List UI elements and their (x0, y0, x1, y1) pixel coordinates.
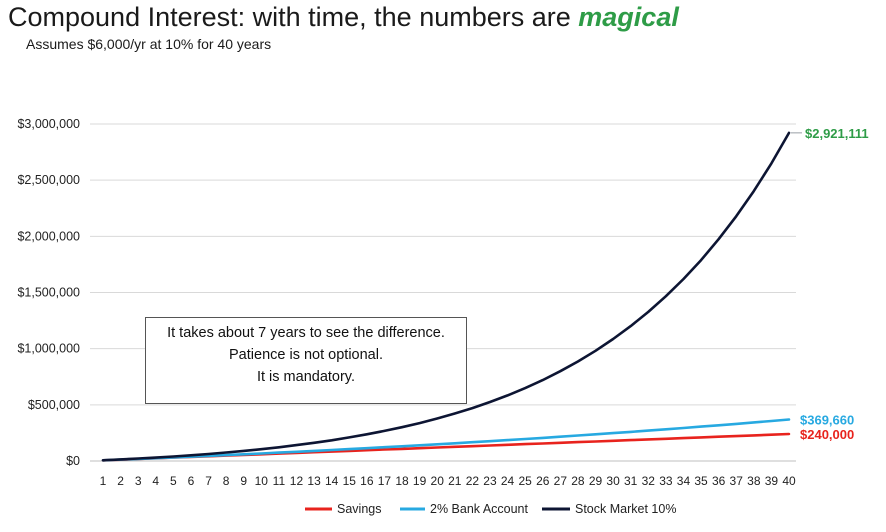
x-tick-label: 28 (571, 474, 585, 488)
annotation-line-3: It is mandatory. (256, 369, 356, 385)
y-tick-label: $2,500,000 (17, 173, 80, 187)
x-tick-label: 30 (606, 474, 620, 488)
x-tick-label: 40 (782, 474, 796, 488)
x-tick-label: 15 (343, 474, 357, 488)
x-tick-label: 16 (360, 474, 374, 488)
x-tick-label: 7 (205, 474, 212, 488)
x-tick-label: 21 (448, 474, 462, 488)
x-tick-label: 32 (642, 474, 656, 488)
x-tick-label: 38 (747, 474, 761, 488)
x-tick-label: 37 (730, 474, 744, 488)
end-value-label: $240,000 (800, 427, 854, 442)
x-tick-label: 2 (117, 474, 124, 488)
end-labels: $2,921,111 $369,660$240,000 (791, 126, 869, 442)
x-tick-label: 10 (255, 474, 269, 488)
x-tick-label: 4 (152, 474, 159, 488)
annotation-line-1: It takes about 7 years to see the differ… (167, 325, 445, 341)
series-line-stock-market-10- (101, 131, 791, 462)
x-tick-label: 24 (501, 474, 515, 488)
y-tick-label: $0 (66, 454, 80, 468)
chart-title-main: Compound Interest: with time, the number… (8, 2, 579, 32)
chart-subtitle: Assumes $6,000/yr at 10% for 40 years (26, 36, 272, 52)
x-tick-label: 35 (694, 474, 708, 488)
x-tick-label: 31 (624, 474, 638, 488)
y-tick-label: $1,500,000 (17, 286, 80, 300)
x-tick-label: 33 (659, 474, 673, 488)
x-tick-label: 25 (518, 474, 532, 488)
y-tick-label: $500,000 (28, 398, 80, 412)
x-tick-label: 6 (188, 474, 195, 488)
x-tick-label: 11 (273, 474, 286, 488)
chart-title: Compound Interest: with time, the number… (8, 2, 679, 33)
x-tick-label: 39 (765, 474, 779, 488)
annotation-line-2: Patience is not optional. (229, 347, 383, 363)
y-axis: $0 $500,000 $1,000,000 $1,500,000 $2,000,000… (17, 117, 80, 468)
x-tick-label: 27 (554, 474, 568, 488)
legend-label: Savings (337, 502, 381, 516)
x-tick-label: 14 (325, 474, 339, 488)
x-tick-label: 18 (395, 474, 409, 488)
x-tick-label: 8 (223, 474, 230, 488)
x-tick-label: 9 (240, 474, 247, 488)
x-tick-label: 1 (100, 474, 107, 488)
y-tick-label: $2,000,000 (17, 229, 80, 243)
x-tick-label: 17 (378, 474, 392, 488)
annotation-box: It takes about 7 years to see the differ… (145, 317, 467, 404)
x-tick-label: 19 (413, 474, 427, 488)
x-tick-label: 29 (589, 474, 603, 488)
chart-title-highlight: magical (578, 2, 679, 32)
x-tick-label: 34 (677, 474, 691, 488)
x-tick-label: 5 (170, 474, 177, 488)
x-tick-label: 3 (135, 474, 142, 488)
legend: Savings 2% Bank Account Stock Market 10% (305, 502, 676, 516)
x-axis: 1 2 3 4 5 6 7 8 9 10 11 12 13 14 15 16 17 18 19 20 21 22 23 24 2… (100, 474, 796, 488)
y-tick-label: $3,000,000 (17, 117, 80, 131)
legend-label: 2% Bank Account (430, 502, 529, 516)
x-tick-label: 23 (483, 474, 497, 488)
x-tick-label: 13 (307, 474, 321, 488)
x-tick-label: 22 (466, 474, 480, 488)
x-tick-label: 20 (431, 474, 445, 488)
end-value-label: $369,660 (800, 412, 854, 427)
x-tick-label: 26 (536, 474, 550, 488)
y-tick-label: $1,000,000 (17, 342, 80, 356)
legend-label: Stock Market 10% (575, 502, 676, 516)
end-value-label: $2,921,111 (805, 126, 869, 141)
x-tick-label: 36 (712, 474, 726, 488)
series-lines (101, 131, 791, 462)
gridlines (90, 123, 796, 462)
x-tick-label: 12 (290, 474, 304, 488)
series-line-2-bank-account (101, 418, 791, 462)
